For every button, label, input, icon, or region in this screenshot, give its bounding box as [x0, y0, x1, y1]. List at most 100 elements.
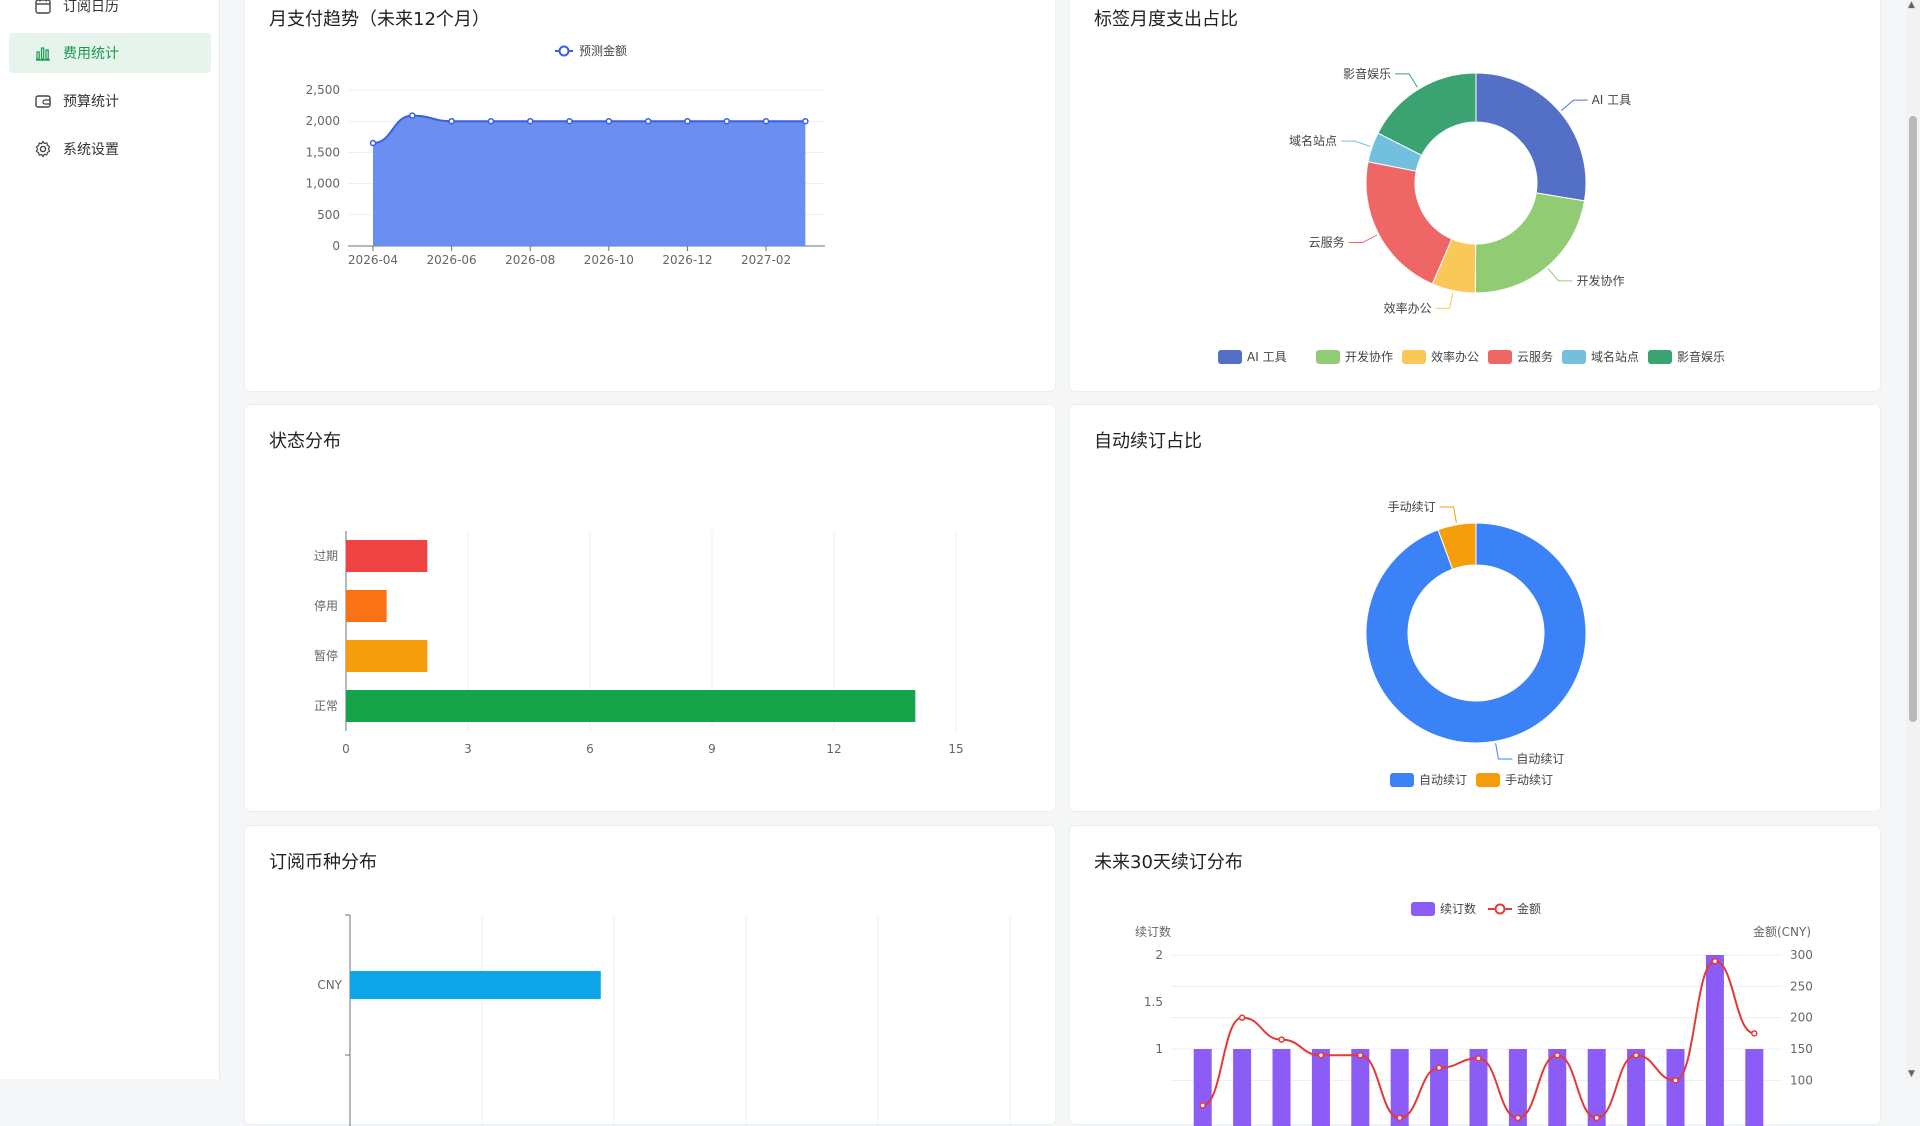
- data-point: [1632, 1052, 1640, 1059]
- label-leader: [1341, 140, 1371, 147]
- data-point: [566, 117, 573, 125]
- bar: [1745, 1049, 1764, 1126]
- label-leader: [1561, 99, 1588, 111]
- y-tick-label: CNY: [317, 978, 342, 992]
- data-point: [1278, 1036, 1285, 1043]
- data-point: [369, 139, 377, 147]
- legend-swatch: [1390, 773, 1414, 787]
- legend-label: 自动续订: [1419, 773, 1467, 787]
- data-point: [1593, 1114, 1600, 1122]
- legend-label: 续订数: [1440, 901, 1476, 916]
- legend-swatch: [1218, 350, 1242, 364]
- gear-icon: [33, 139, 53, 159]
- slice-label: 自动续订: [1516, 752, 1564, 766]
- pie-slice: [1474, 192, 1586, 294]
- data-point: [684, 117, 691, 125]
- sidebar-item-label: 预算统计: [63, 94, 119, 110]
- y-tick-label: 过期: [314, 549, 338, 563]
- data-point: [762, 117, 770, 125]
- slice-label: 手动续订: [1388, 500, 1436, 514]
- bar: [1311, 1049, 1330, 1126]
- legend-swatch: [1316, 350, 1340, 364]
- wallet-icon: [33, 91, 53, 111]
- y-tick-label: 500: [317, 208, 340, 222]
- scroll-thumb[interactable]: [1909, 116, 1917, 722]
- data-point: [1554, 1052, 1561, 1059]
- y-tick-label: 1,000: [306, 177, 340, 191]
- scroll-up-icon[interactable]: ▲: [1908, 0, 1915, 10]
- legend-label: 云服务: [1517, 349, 1553, 364]
- data-point: [605, 117, 613, 125]
- x-tick-label: 0: [342, 742, 350, 756]
- card-title: 自动续订占比: [1094, 431, 1202, 452]
- pie-slice: [1475, 72, 1587, 202]
- data-point: [1317, 1052, 1325, 1059]
- y-tick-label: 2: [1155, 948, 1163, 962]
- legend-swatch: [1476, 773, 1500, 787]
- label-leader: [1439, 506, 1457, 523]
- y-tick-label: 200: [1790, 1011, 1813, 1025]
- y-tick-label: 暂停: [314, 648, 338, 663]
- y-tick-label: 1.5: [1144, 995, 1163, 1009]
- data-point: [409, 112, 416, 119]
- tag-share-card: 标签月度支出占比 AI 工具 开发协作 效率办公 云服务 域名站点 影音娱乐 AI 工具 开发…: [1069, 0, 1881, 392]
- x-tick-label: 9: [708, 742, 716, 756]
- data-point: [1396, 1114, 1403, 1122]
- legend-marker: [558, 45, 570, 57]
- card-title: 标签月度支出占比: [1094, 9, 1238, 30]
- x-tick-label: 3: [464, 742, 472, 756]
- data-point: [1238, 1014, 1246, 1021]
- sidebar-item-budget-stats[interactable]: 预算统计: [9, 81, 211, 121]
- sidebar-item-label: 订阅日历: [63, 0, 119, 15]
- bar: [1705, 955, 1724, 1126]
- legend-swatch: [1402, 350, 1426, 364]
- data-point: [1199, 1102, 1206, 1109]
- data-point: [487, 117, 495, 125]
- y-tick-label: 正常: [314, 699, 338, 713]
- scroll-down-icon[interactable]: ▼: [1908, 1069, 1915, 1079]
- bar: [1193, 1049, 1212, 1126]
- legend-swatch: [1488, 350, 1512, 364]
- legend-label: 效率办公: [1431, 349, 1479, 364]
- card-title: 未来30天续订分布: [1094, 852, 1243, 873]
- pie-slice: [1365, 161, 1453, 285]
- x-tick-label: 2026-04: [348, 253, 398, 267]
- label-leader: [1348, 234, 1378, 244]
- bar-chart-icon: [33, 43, 53, 63]
- sidebar-item-calendar[interactable]: 订阅日历: [9, 0, 211, 26]
- currency-chart: CNY: [317, 914, 1011, 1126]
- bar: [346, 540, 428, 572]
- legend-label: AI 工具: [1247, 350, 1287, 364]
- data-point: [1711, 958, 1719, 965]
- legend-swatch: [1411, 902, 1435, 916]
- slice-label: 域名站点: [1289, 133, 1337, 148]
- y-tick-label: 250: [1790, 979, 1813, 993]
- slice-label: AI 工具: [1592, 93, 1632, 107]
- y-tick-label: 2,500: [306, 83, 340, 97]
- x-tick-label: 2026-06: [427, 253, 477, 267]
- bar: [1351, 1049, 1370, 1126]
- area-fill: [373, 115, 806, 246]
- x-tick-label: 15: [948, 742, 963, 756]
- page-scrollbar[interactable]: ▲ ▼: [1906, 0, 1920, 1079]
- sidebar-item-settings[interactable]: 系统设置: [9, 129, 211, 169]
- x-tick-label: 6: [586, 742, 594, 756]
- currency-card: 订阅币种分布 CNY: [244, 825, 1056, 1126]
- bar: [1666, 1049, 1685, 1126]
- data-point: [1751, 1030, 1758, 1037]
- label-leader: [1395, 73, 1418, 88]
- x-tick-label: 2026-10: [584, 253, 634, 267]
- renew30-card: 未来30天续订分布 续订数 金额 续订数 金额(CNY) 1 1.5 2 100 150 200 2…: [1069, 825, 1881, 1126]
- label-leader: [1495, 743, 1513, 760]
- pie-slice: [1365, 522, 1587, 744]
- monthly-trend-card: 月支付趋势（未来12个月） 预测金额 0 500 1,000 1,500 2,000 2,5…: [244, 0, 1056, 392]
- sidebar-item-cost-stats[interactable]: 费用统计: [9, 33, 211, 73]
- y-axis-left-label: 续订数: [1135, 924, 1171, 939]
- card-title: 订阅币种分布: [269, 852, 377, 873]
- legend-label: 手动续订: [1505, 773, 1553, 787]
- data-point: [802, 117, 809, 125]
- card-title: 状态分布: [269, 431, 341, 452]
- x-tick-label: 2026-08: [505, 253, 555, 267]
